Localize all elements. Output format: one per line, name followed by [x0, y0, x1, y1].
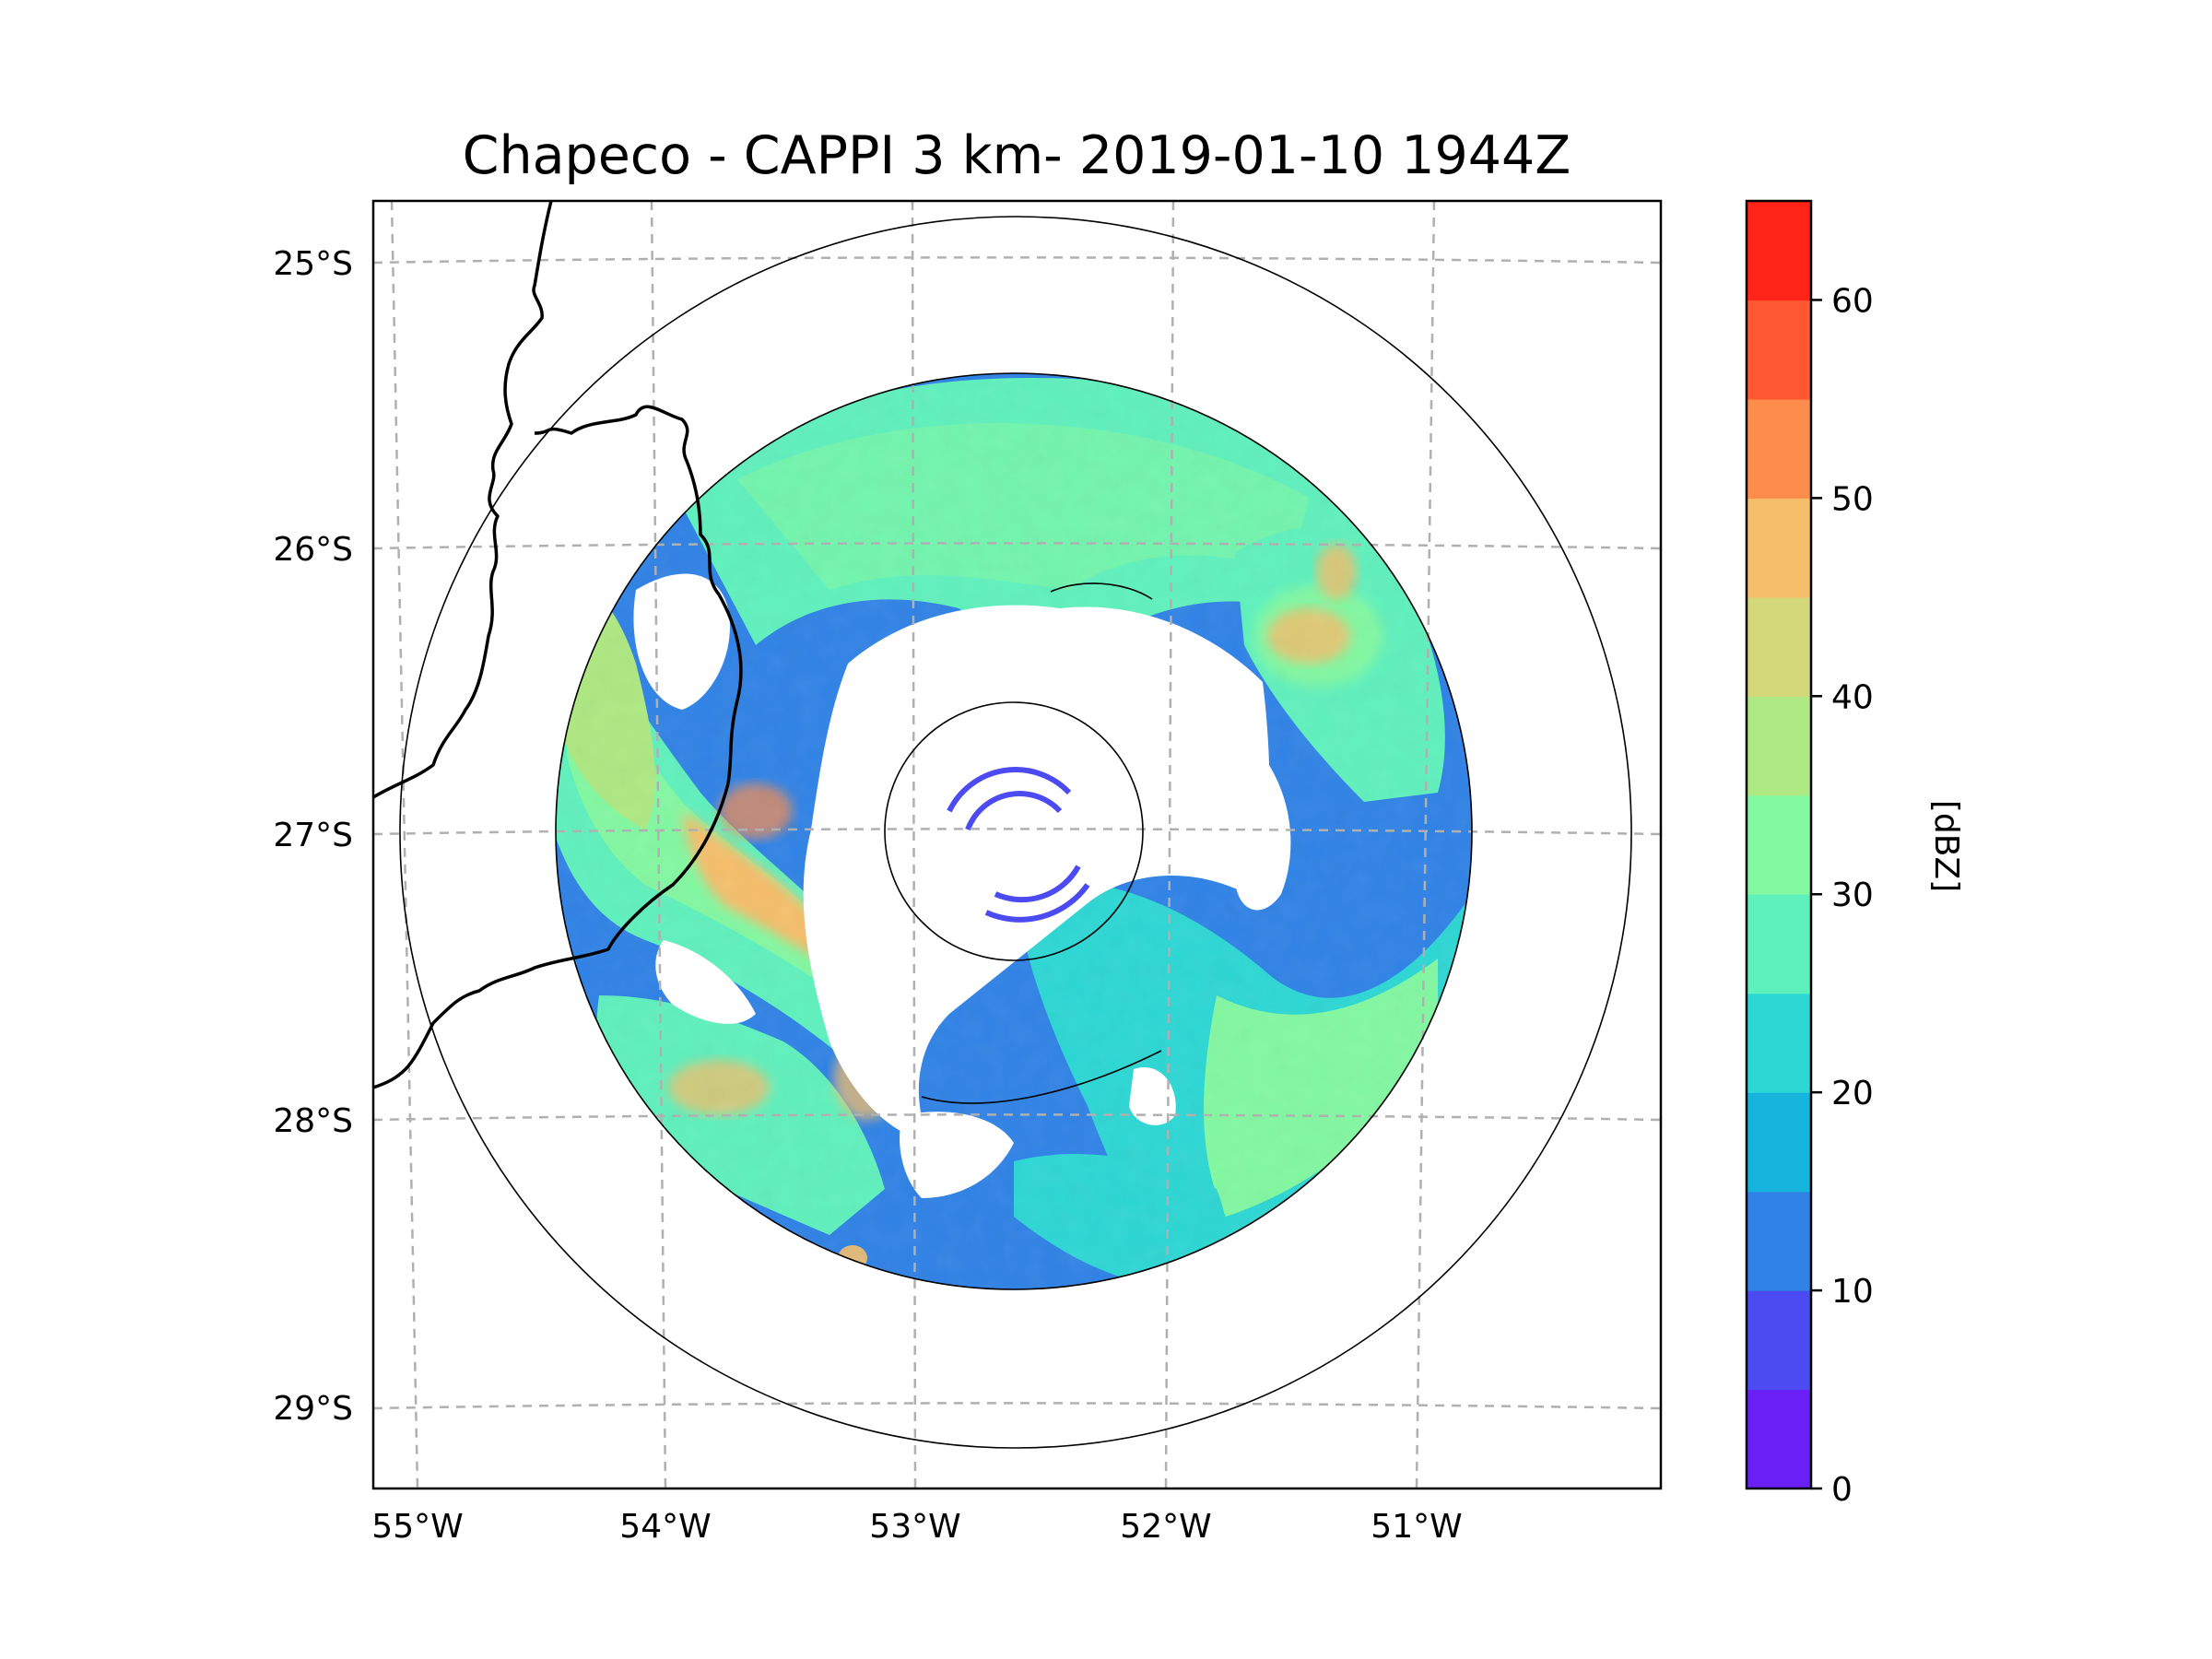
lat-label-25s: 25°S — [273, 245, 353, 283]
lon-label-55w: 55°W — [371, 1508, 463, 1546]
colorbar-label: [dBZ] — [1927, 800, 1965, 892]
colorbar-segment-40 — [1747, 596, 1811, 697]
range-ring-outer — [399, 216, 1632, 1449]
colorbar-segments — [1747, 201, 1811, 1489]
lon-labels: 55°W 54°W 53°W 52°W 51°W — [371, 1508, 1462, 1546]
colorbar-segment-20 — [1747, 993, 1811, 1093]
border-sc-rs — [373, 782, 730, 1089]
colorbar: 0 10 20 30 40 50 60 [dBZ] — [1745, 199, 1965, 1509]
range-ring-coverage — [555, 372, 1473, 1290]
border-paraguay — [534, 405, 743, 784]
border-argentina-brazil — [373, 201, 553, 799]
map-axes: 25°S 26°S 27°S 28°S 29°S 55°W 54°W 53°W … — [273, 199, 1663, 1546]
range-rings — [399, 216, 1632, 1449]
colorbar-segment-35 — [1747, 696, 1811, 796]
country-borders — [373, 201, 743, 1089]
colorbar-tick-label: 50 — [1831, 480, 1874, 518]
lon-label-54w: 54°W — [619, 1508, 711, 1546]
range-ring-inner — [884, 701, 1144, 961]
colorbar-tick-label: 60 — [1831, 282, 1874, 320]
colorbar-segment-60 — [1747, 201, 1811, 301]
lon-label-52w: 52°W — [1120, 1508, 1211, 1546]
colorbar-segment-0 — [1747, 1389, 1811, 1489]
plot-title: Chapeco - CAPPI 3 km- 2019-01-10 1944Z — [463, 125, 1571, 186]
colorbar-segment-10 — [1747, 1191, 1811, 1291]
radar-reflectivity-field — [373, 201, 1661, 1488]
colorbar-segment-45 — [1747, 498, 1811, 598]
colorbar-tick-label: 10 — [1831, 1273, 1874, 1311]
colorbar-segment-30 — [1747, 794, 1811, 895]
colorbar-segment-50 — [1747, 398, 1811, 499]
colorbar-ticks: 0 10 20 30 40 50 60 — [1811, 282, 1874, 1509]
colorbar-tick-label: 0 — [1831, 1471, 1853, 1509]
lat-labels: 25°S 26°S 27°S 28°S 29°S — [273, 245, 353, 1428]
colorbar-segment-25 — [1747, 894, 1811, 994]
colorbar-segment-5 — [1747, 1290, 1811, 1391]
colorbar-segment-15 — [1747, 1092, 1811, 1193]
lon-label-53w: 53°W — [869, 1508, 960, 1546]
colorbar-tick-label: 40 — [1831, 678, 1874, 716]
lat-label-28s: 28°S — [273, 1102, 353, 1140]
lat-label-29s: 29°S — [273, 1390, 353, 1428]
lat-label-26s: 26°S — [273, 531, 353, 569]
colorbar-tick-label: 20 — [1831, 1075, 1874, 1112]
ground-clutter — [947, 767, 1090, 923]
lon-label-51w: 51°W — [1371, 1508, 1462, 1546]
colorbar-tick-label: 30 — [1831, 877, 1874, 914]
lat-label-27s: 27°S — [273, 817, 353, 854]
colorbar-segment-55 — [1747, 300, 1811, 400]
